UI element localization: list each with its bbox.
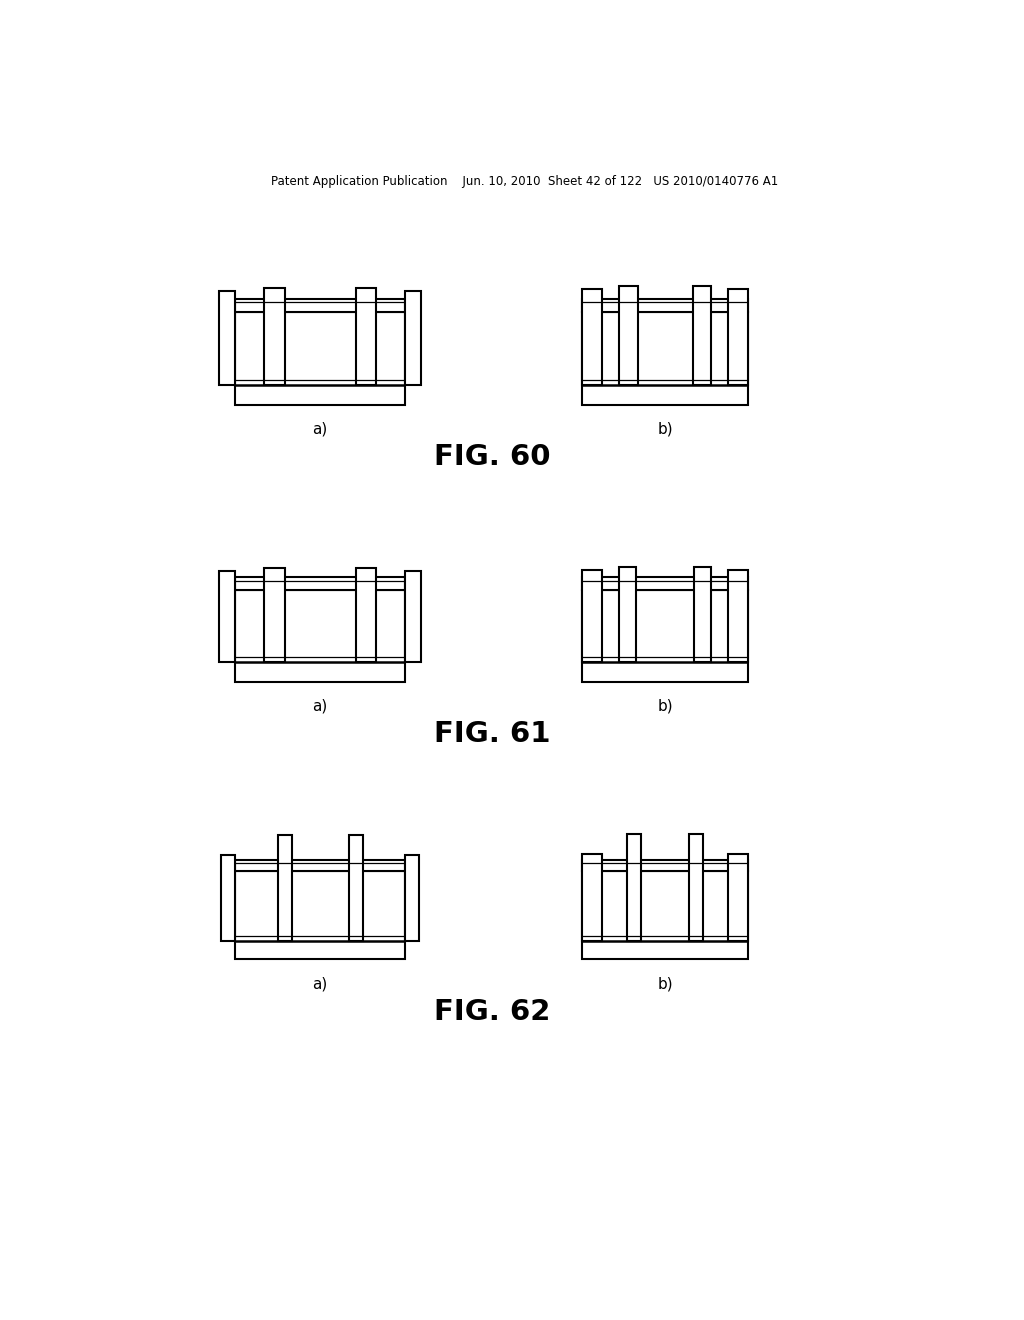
Bar <box>689 834 703 941</box>
Bar <box>264 568 285 663</box>
Bar <box>692 286 712 385</box>
Bar <box>264 288 285 385</box>
Bar <box>582 289 602 385</box>
Bar <box>582 313 749 405</box>
Bar <box>582 577 749 590</box>
Bar <box>278 836 292 941</box>
Bar <box>582 590 749 682</box>
Bar <box>234 590 406 682</box>
Text: a): a) <box>312 977 328 991</box>
Bar <box>349 836 362 941</box>
Bar <box>234 859 406 871</box>
Text: b): b) <box>657 422 673 437</box>
Bar <box>582 871 749 960</box>
Bar <box>582 298 749 313</box>
Bar <box>582 859 749 871</box>
Bar <box>618 286 638 385</box>
Bar <box>234 577 406 590</box>
Bar <box>627 834 641 941</box>
Text: b): b) <box>657 977 673 991</box>
Text: FIG. 61: FIG. 61 <box>434 721 551 748</box>
Bar <box>694 566 712 663</box>
Bar <box>618 566 636 663</box>
Bar <box>728 289 749 385</box>
Bar <box>219 290 234 385</box>
Bar <box>406 855 420 941</box>
Text: b): b) <box>657 700 673 714</box>
Bar <box>406 290 421 385</box>
Bar <box>234 313 406 405</box>
Text: FIG. 60: FIG. 60 <box>434 444 551 471</box>
Bar <box>406 572 421 663</box>
Bar <box>234 298 406 313</box>
Bar <box>356 288 376 385</box>
Text: a): a) <box>312 422 328 437</box>
Bar <box>221 855 234 941</box>
Text: Patent Application Publication    Jun. 10, 2010  Sheet 42 of 122   US 2010/01407: Patent Application Publication Jun. 10, … <box>271 176 778 189</box>
Bar <box>219 572 234 663</box>
Text: FIG. 62: FIG. 62 <box>434 998 551 1026</box>
Text: a): a) <box>312 700 328 714</box>
Bar <box>728 570 749 663</box>
Bar <box>582 854 602 941</box>
Bar <box>728 854 749 941</box>
Bar <box>356 568 376 663</box>
Bar <box>582 570 602 663</box>
Bar <box>234 871 406 960</box>
